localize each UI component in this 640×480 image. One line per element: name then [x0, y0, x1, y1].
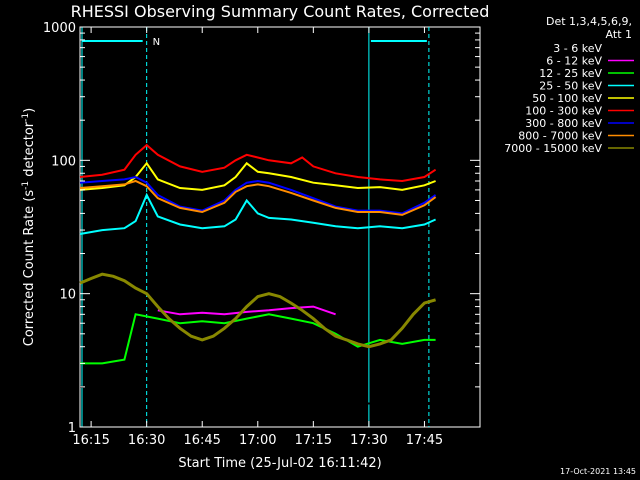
y-axis-label-mid: detector — [22, 121, 37, 181]
y-tick-label: 10 — [59, 288, 76, 303]
legend-label: 800 - 7000 keV — [518, 130, 602, 143]
series-line — [79, 272, 437, 349]
y-axis-label-main: Corrected Count Rate (s — [22, 190, 37, 347]
series-line — [80, 372, 458, 405]
x-tick-label: 17:45 — [406, 433, 443, 448]
plot-frame — [79, 26, 481, 428]
legend-label: 100 - 300 keV — [525, 105, 602, 118]
y-tick-label: 1 — [68, 421, 76, 436]
legend-label: 3 - 6 keV — [553, 42, 602, 55]
series-line — [79, 143, 437, 183]
y-tick-label: 1000 — [43, 21, 76, 36]
series-line — [79, 161, 436, 191]
attenuator-marker: N — [153, 37, 160, 48]
series-line — [157, 305, 336, 316]
legend-label: 50 - 100 keV — [532, 92, 602, 105]
legend-label: 6 - 12 keV — [546, 55, 602, 68]
legend-header-line1: Det 1,3,4,5,6,9, — [546, 15, 632, 28]
y-axis-label: Corrected Count Rate (s-1 detector-1) — [21, 108, 37, 346]
y-axis-label-end: ) — [22, 108, 37, 113]
legend-label: 25 - 50 keV — [539, 80, 602, 93]
plot-area — [79, 26, 481, 428]
legend-header-line2: Att 1 — [606, 28, 632, 41]
x-tick-label: 16:30 — [128, 433, 165, 448]
y-axis-label-sup2: -1 — [21, 113, 31, 122]
y-tick-label: 100 — [51, 154, 76, 169]
series-line — [79, 175, 437, 215]
date-stamp: 17-Oct-2021 13:45 — [560, 467, 636, 476]
series-line — [80, 313, 436, 365]
axes-layer: 16:15 16:30 16:45 17:00 17:15 17:30 17:45 1 10 10… — [43, 21, 480, 448]
x-axis-label: Start Time (25-Jul-02 16:11:42) — [178, 456, 381, 471]
x-tick-label: 17:15 — [295, 433, 332, 448]
x-tick-label: 16:45 — [183, 433, 220, 448]
y-axis-label-sup1: -1 — [21, 181, 31, 190]
x-tick-label: 17:30 — [350, 433, 387, 448]
series-line — [79, 179, 437, 216]
legend-label: 12 - 25 keV — [539, 67, 602, 80]
chart-title: RHESSI Observing Summary Count Rates, Co… — [71, 2, 490, 21]
legend-label: 300 - 800 keV — [525, 117, 602, 130]
x-tick-label: 16:15 — [72, 433, 109, 448]
series-line — [79, 192, 437, 235]
legend-label: 7000 - 15000 keV — [504, 142, 602, 155]
series-layer — [79, 143, 458, 405]
x-tick-label: 17:00 — [239, 433, 276, 448]
